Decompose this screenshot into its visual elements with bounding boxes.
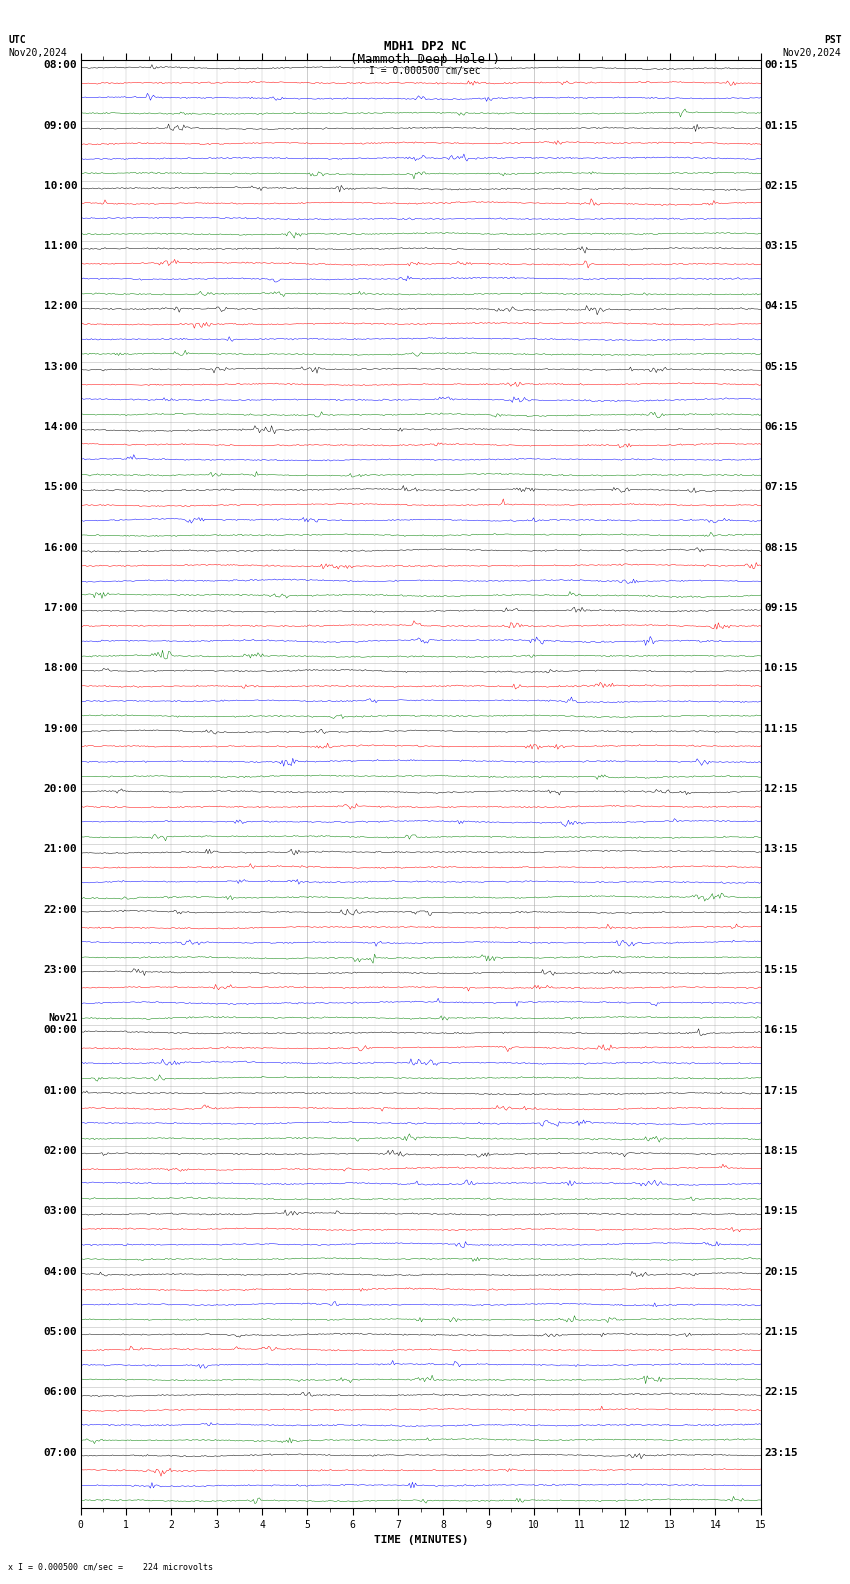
Text: 17:15: 17:15 [764,1085,798,1096]
Text: 02:15: 02:15 [764,181,798,190]
Text: 06:15: 06:15 [764,423,798,432]
Text: 21:15: 21:15 [764,1327,798,1337]
Text: 01:15: 01:15 [764,120,798,130]
Text: 01:00: 01:00 [43,1085,77,1096]
Text: 15:15: 15:15 [764,965,798,976]
Text: 13:15: 13:15 [764,844,798,854]
Text: 14:00: 14:00 [43,423,77,432]
Text: 09:15: 09:15 [764,604,798,613]
Text: 16:15: 16:15 [764,1025,798,1036]
Text: 16:00: 16:00 [43,543,77,553]
Text: 18:00: 18:00 [43,664,77,673]
Text: 13:00: 13:00 [43,361,77,372]
X-axis label: TIME (MINUTES): TIME (MINUTES) [373,1535,468,1546]
Text: MDH1 DP2 NC: MDH1 DP2 NC [383,40,467,54]
Text: 04:00: 04:00 [43,1267,77,1277]
Text: Nov20,2024: Nov20,2024 [783,48,842,57]
Text: 00:00: 00:00 [43,1025,77,1036]
Text: 09:00: 09:00 [43,120,77,130]
Text: 22:15: 22:15 [764,1388,798,1397]
Text: 03:15: 03:15 [764,241,798,252]
Text: 10:00: 10:00 [43,181,77,190]
Text: 08:15: 08:15 [764,543,798,553]
Text: (Mammoth Deep Hole ): (Mammoth Deep Hole ) [350,52,500,67]
Text: 07:00: 07:00 [43,1448,77,1457]
Text: 22:00: 22:00 [43,904,77,914]
Text: 21:00: 21:00 [43,844,77,854]
Text: 04:15: 04:15 [764,301,798,312]
Text: PST: PST [824,35,842,44]
Text: 23:15: 23:15 [764,1448,798,1457]
Text: 05:15: 05:15 [764,361,798,372]
Text: 12:00: 12:00 [43,301,77,312]
Text: 19:00: 19:00 [43,724,77,733]
Text: 00:15: 00:15 [764,60,798,70]
Text: 18:15: 18:15 [764,1147,798,1156]
Text: 11:15: 11:15 [764,724,798,733]
Text: 03:00: 03:00 [43,1207,77,1217]
Text: 23:00: 23:00 [43,965,77,976]
Text: 17:00: 17:00 [43,604,77,613]
Text: Nov20,2024: Nov20,2024 [8,48,67,57]
Text: 19:15: 19:15 [764,1207,798,1217]
Text: 05:00: 05:00 [43,1327,77,1337]
Text: 20:15: 20:15 [764,1267,798,1277]
Text: 08:00: 08:00 [43,60,77,70]
Text: x I = 0.000500 cm/sec =    224 microvolts: x I = 0.000500 cm/sec = 224 microvolts [8,1562,213,1571]
Text: 11:00: 11:00 [43,241,77,252]
Text: 14:15: 14:15 [764,904,798,914]
Text: 07:15: 07:15 [764,483,798,493]
Text: 02:00: 02:00 [43,1147,77,1156]
Text: 20:00: 20:00 [43,784,77,794]
Text: Nov21: Nov21 [48,1014,77,1023]
Text: 15:00: 15:00 [43,483,77,493]
Text: 12:15: 12:15 [764,784,798,794]
Text: I = 0.000500 cm/sec: I = 0.000500 cm/sec [369,65,481,76]
Text: 06:00: 06:00 [43,1388,77,1397]
Text: 10:15: 10:15 [764,664,798,673]
Text: UTC: UTC [8,35,26,44]
